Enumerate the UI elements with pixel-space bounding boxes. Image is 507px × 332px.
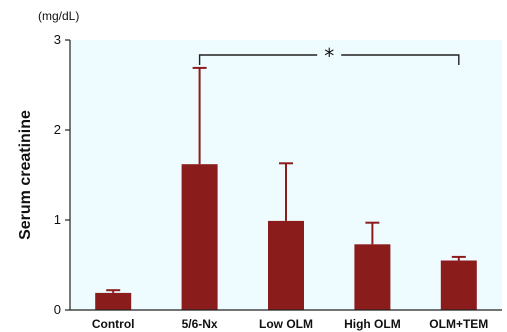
x-tick-label-0: Control	[92, 317, 135, 331]
y-tick-label-1: 1	[54, 212, 61, 227]
x-tick-label-1: 5/6-Nx	[182, 317, 218, 331]
bar-1	[182, 164, 218, 310]
x-labels: Control 5/6-Nx Low OLM High OLM OLM+TEM	[92, 317, 488, 331]
y-axis-title: Serum creatinine	[17, 110, 34, 240]
bar-0	[95, 293, 131, 310]
x-tick-label-4: OLM+TEM	[429, 317, 488, 331]
bar-3	[354, 244, 390, 310]
bar-2	[268, 221, 304, 310]
y-tick-label-3: 3	[54, 32, 61, 47]
x-tick-label-3: High OLM	[344, 317, 401, 331]
bar-4	[441, 261, 477, 311]
y-tick-label-2: 2	[54, 122, 61, 137]
x-tick-label-2: Low OLM	[259, 317, 313, 331]
y-ticks: 0 1 2 3	[54, 32, 70, 317]
unit-label: (mg/dL)	[38, 9, 79, 23]
y-tick-label-0: 0	[54, 302, 61, 317]
significance-label: *	[324, 44, 334, 68]
